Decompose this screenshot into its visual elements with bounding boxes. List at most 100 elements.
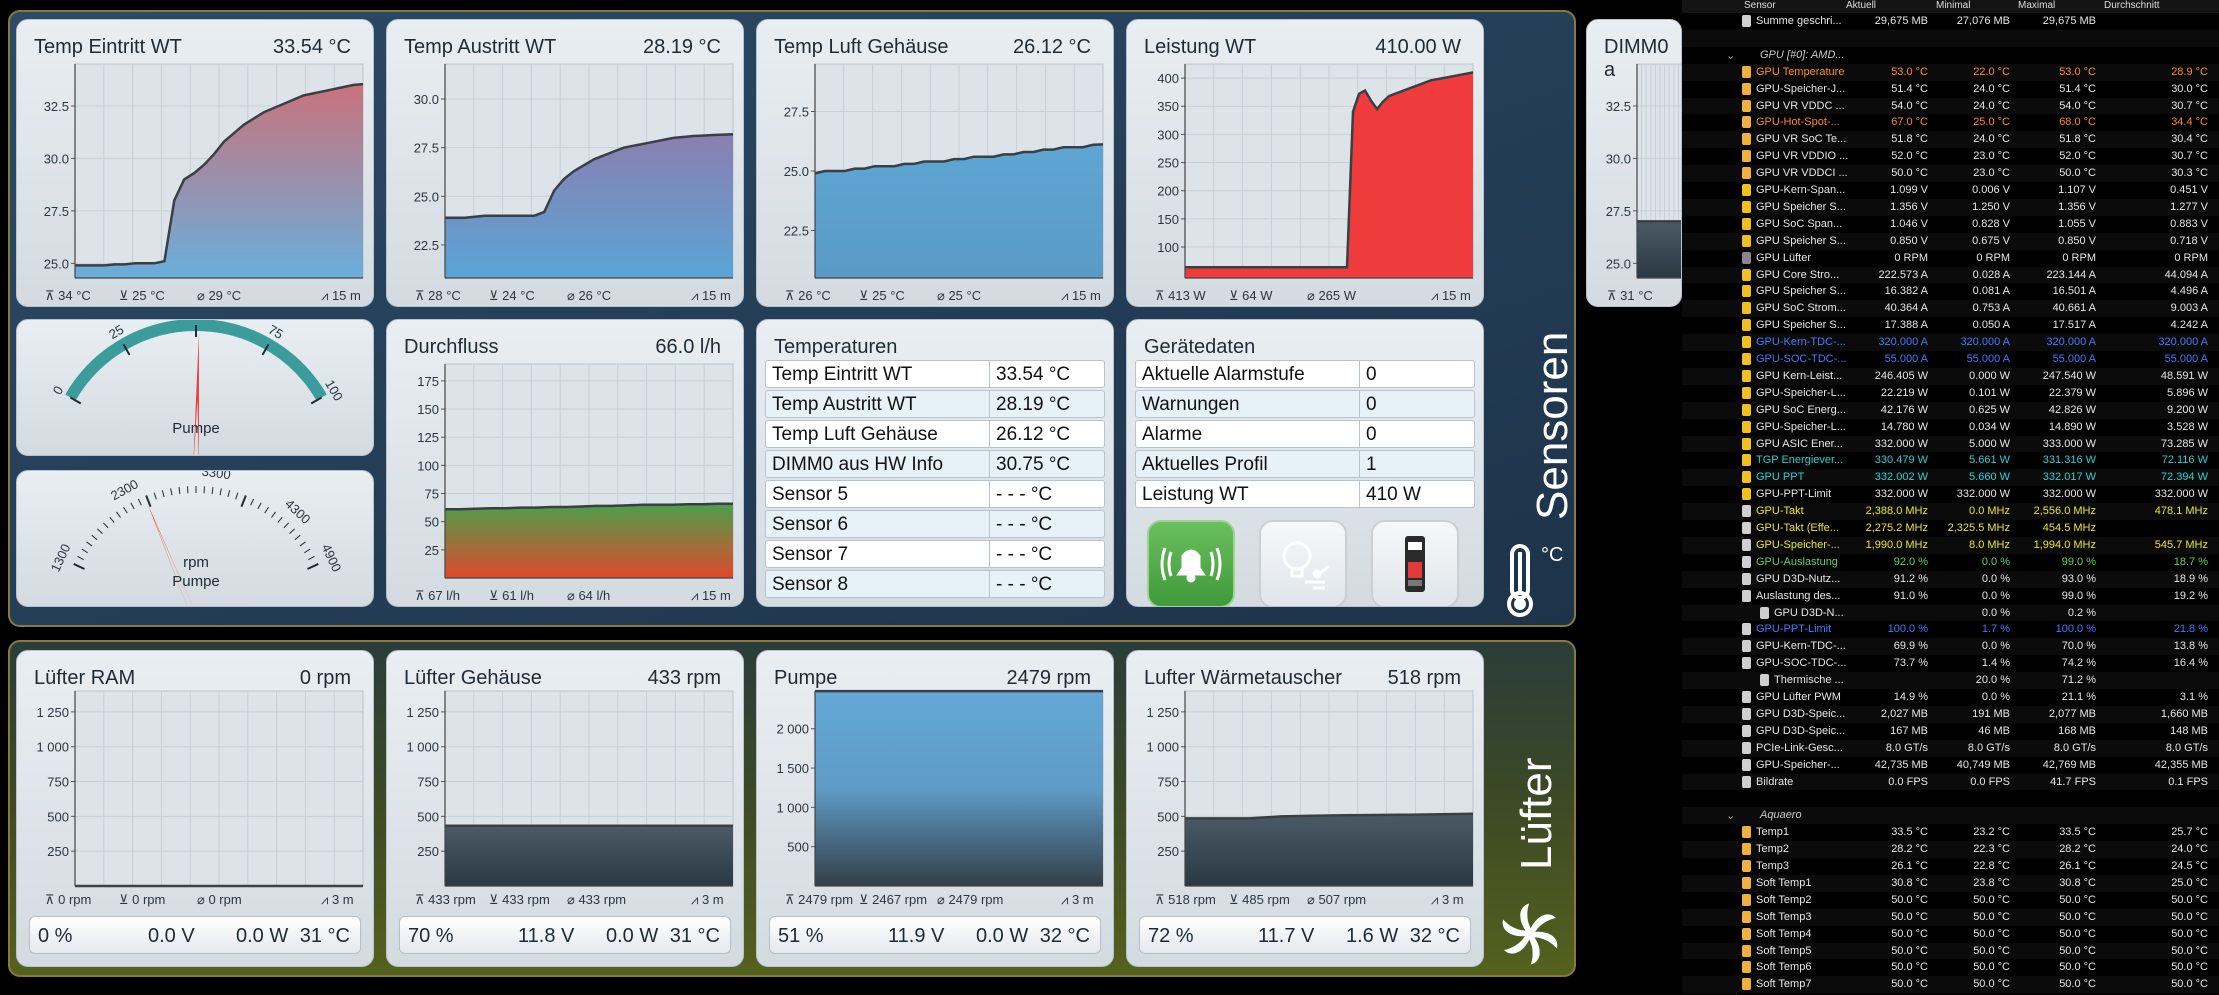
hwinfo-row[interactable]: GPU Speicher S... 16.382 A 0.081 A 16.501 A… [1682,283,2219,301]
hwinfo-value: 54.0 °C [1891,99,1928,112]
series-line [1185,71,1474,269]
hwinfo-row[interactable]: GPU D3D-Nutz... 91.2 % 0.0 % 93.0 % 18.9 % [1682,570,2219,588]
stat-label: ⊼ 26 °C [785,288,831,303]
hwinfo-row[interactable]: Temp3 26.1 °C 22.8 °C 26.1 °C 24.5 °C [1682,858,2219,875]
hwinfo-row[interactable]: GPU-Hot-Spot-... 67.0 °C 25.0 °C 68.0 °C 34.… [1682,114,2219,132]
hwinfo-row[interactable]: ⌄ GPU [#0]: AMD... [1682,46,2219,64]
hwinfo-row[interactable]: Temp2 28.2 °C 22.3 °C 28.2 °C 24.0 °C [1682,841,2219,859]
tile-pump[interactable]: Pumpe 2479 rpm 2 000 1 500 1 000 500 ⊼ 2479 … [756,650,1114,967]
hwinfo-value: 222.573 A [1878,268,1928,281]
hwinfo-row[interactable]: GPU Speicher S... 1.356 V 1.250 V 1.356 V 1.… [1682,198,2219,216]
light-button[interactable] [1259,520,1347,606]
hwinfo-row[interactable]: GPU Core Stro... 222.573 A 0.028 A 223.144 … [1682,266,2219,284]
tile-flow[interactable]: Durchfluss 66.0 l/h 175 150 125 100 75 50 25 ⊼ … [386,319,744,607]
hwinfo-sensor-name: GPU VR VDDIO ... [1756,150,1849,163]
hwinfo-row[interactable]: GPU ASIC Ener... 332.000 W 5.000 W 333.000 … [1682,435,2219,453]
hwinfo-row[interactable]: GPU-Kern-TDC-... 320.000 A 320.000 A 320.00… [1682,334,2219,352]
hwinfo-row[interactable]: GPU-SOC-TDC-... 73.7 % 1.4 % 74.2 % 16.4 % [1682,655,2219,673]
hwinfo-row[interactable]: Thermische ... 20.0 % 71.2 % [1682,672,2219,690]
tile-fan-case[interactable]: Lüfter Gehäuse 433 rpm 1 250 1 000 750 500 2… [386,650,744,967]
hwinfo-row[interactable]: GPU-SOC-TDC-... 55.000 A 55.000 A 55.000 A 5… [1682,351,2219,368]
hwinfo-row[interactable] [1682,790,2219,808]
hwinfo-row[interactable]: GPU-Auslastung 92.0 % 0.0 % 99.0 % 18.7 % [1682,553,2219,571]
tile-temp-case-air[interactable]: Temp Luft Gehäuse 26.12 °C 27.5 25.0 22.5 ⊼… [756,19,1114,307]
hwinfo-row[interactable]: GPU VR VDDIO ... 52.0 °C 23.0 °C 52.0 °C 30.… [1682,148,2219,166]
hwinfo-row[interactable]: TGP Energiever... 330.479 W 5.661 W 331.316… [1682,452,2219,470]
tile-fan-ram[interactable]: Lüfter RAM 0 rpm 1 250 1 000 750 500 250 ⊼ 0 … [16,650,374,967]
hwinfo-row[interactable]: ⌄ Aquaero [1682,807,2219,825]
hwinfo-value: 1.4 % [1981,657,2010,670]
hwinfo-column-header[interactable]: Minimal [1936,0,1971,11]
fan-temp: 31 °C [669,925,720,947]
hwinfo-value: 22.379 W [2048,386,2096,399]
hwinfo-row[interactable]: GPU-Speicher-L... 14.780 W 0.034 W 14.890 W… [1682,418,2219,436]
sensor-clock-icon [1742,775,1751,788]
hwinfo-row[interactable]: GPU D3D-Speic... 2,027 MB 191 MB 2,077 MB 1,… [1682,705,2219,723]
hwinfo-row[interactable]: PCIe-Link-Gesc... 8.0 GT/s 8.0 GT/s 8.0 GT/… [1682,739,2219,757]
hwinfo-row[interactable]: GPU VR VDDC ... 54.0 °C 24.0 °C 54.0 °C 30.7… [1682,97,2219,115]
hwinfo-row[interactable] [1682,29,2219,47]
tile-temp-inlet[interactable]: Temp Eintritt WT 33.54 °C 32.5 30.0 27.5 25… [16,19,374,307]
hwinfo-value: 247.540 W [2042,369,2096,382]
hwinfo-row[interactable]: Bildrate 0.0 FPS 0.0 FPS 41.7 FPS 0.1 FPS [1682,773,2219,791]
hwinfo-row[interactable]: Soft Temp3 50.0 °C 50.0 °C 50.0 °C 50.0 °C [1682,908,2219,926]
hwinfo-row[interactable]: GPU-Takt (Effe... 2,275.2 MHz 2,325.5 MHz 4… [1682,520,2219,537]
hwinfo-value: 50.0 °C [1891,167,1928,180]
hwinfo-row[interactable]: GPU Lüfter 0 RPM 0 RPM 0 RPM 0 RPM [1682,249,2219,267]
hwinfo-row[interactable]: Auslastung des... 91.0 % 0.0 % 99.0 % 19.2 % [1682,587,2219,605]
hwinfo-row[interactable]: Soft Temp6 50.0 °C 50.0 °C 50.0 °C 50.0 °C [1682,959,2219,977]
hwinfo-row[interactable]: GPU Kern-Leist... 246.405 W 0.000 W 247.540… [1682,367,2219,385]
hwinfo-row[interactable]: GPU-Speicher-... 42,735 MB 40,749 MB 42,769… [1682,756,2219,774]
hwinfo-row[interactable]: Soft Temp4 50.0 °C 50.0 °C 50.0 °C 50.0 °C [1682,925,2219,943]
alarm-button[interactable] [1147,520,1235,606]
collapse-icon[interactable]: ⌄ [1726,810,1736,823]
hwinfo-row[interactable]: Soft Temp1 30.8 °C 23.8 °C 30.8 °C 25.0 °C [1682,874,2219,892]
hwinfo-row[interactable]: GPU-Kern-TDC-... 69.9 % 0.0 % 70.0 % 13.8 % [1682,638,2219,656]
tile-power[interactable]: Leistung WT 410.00 W 400 350 300 250 200 150 1… [1126,19,1484,307]
hwinfo-row[interactable]: Soft Temp5 50.0 °C 50.0 °C 50.0 °C 50.0 °C [1682,942,2219,960]
hwinfo-row[interactable]: GPU VR SoC Te... 51.8 °C 24.0 °C 51.8 °C 30.… [1682,131,2219,149]
hwinfo-row[interactable]: GPU-Kern-Span... 1.099 V 0.006 V 1.107 V 0.4… [1682,182,2219,199]
stat-label: ⊻ 0 rpm [119,892,165,907]
hwinfo-value: 9.003 A [2170,302,2208,315]
hwinfo-row[interactable]: GPU-Speicher-J... 51.4 °C 24.0 °C 51.4 °C 30… [1682,80,2219,98]
tile-dimm0[interactable]: DIMM0 a 32.5 30.0 27.5 25.0 ⊼ 31 °C [1586,19,1682,307]
hwinfo-row[interactable]: GPU VR VDDCI ... 50.0 °C 23.0 °C 50.0 °C 30.… [1682,165,2219,183]
hwinfo-row[interactable]: GPU-Speicher-L... 22.219 W 0.101 W 22.379 W… [1682,384,2219,402]
hwinfo-value: 42,769 MB [2042,758,2096,771]
hwinfo-row[interactable]: GPU Speicher S... 0.850 V 0.675 V 0.850 V 0.… [1682,232,2219,250]
hwinfo-row[interactable]: GPU SoC Strom... 40.364 A 0.753 A 40.661 A 9… [1682,300,2219,318]
hwinfo-row[interactable]: GPU D3D-N... 0.0 % 0.2 % [1682,604,2219,622]
sensor-clock-icon [1742,505,1751,518]
stat-label: ⩘ 3 m [1431,892,1464,907]
hwinfo-row[interactable]: GPU SoC Energ... 42.176 W 0.625 W 42.826 W 9… [1682,401,2219,419]
hwinfo-value: 72.394 W [2160,471,2208,484]
hwinfo-row[interactable]: GPU SoC Span... 1.046 V 0.828 V 1.055 V 0.88… [1682,215,2219,233]
collapse-icon[interactable]: ⌄ [1726,49,1736,62]
hwinfo-row[interactable]: GPU-Speicher-... 1,990.0 MHz 8.0 MHz 1,994.… [1682,536,2219,554]
hwinfo-row[interactable]: GPU PPT 332.002 W 5.660 W 332.017 W 72.394 W [1682,469,2219,487]
hwinfo-row[interactable]: GPU Lüfter PWM 14.9 % 0.0 % 21.1 % 3.1 % [1682,689,2219,706]
hwinfo-row[interactable]: Temp1 33.5 °C 23.2 °C 33.5 °C 25.7 °C [1682,824,2219,842]
hwinfo-column-header[interactable]: Aktuell [1846,0,1877,11]
hwinfo-value: 0 RPM [2062,251,2096,264]
gauge-pump-rpm[interactable]: 1300 2300 3300 4300 4900 rpm Pumpe [16,470,374,607]
hwinfo-row[interactable]: Soft Temp2 50.0 °C 50.0 °C 50.0 °C 50.0 °C [1682,891,2219,909]
tile-fan-heat-exchanger[interactable]: Lufter Wärmetauscher 518 rpm 1 250 1 000 7… [1126,650,1484,967]
hwinfo-row[interactable]: GPU-Takt 2,388.0 MHz 0.0 MHz 2,556.0 MHz 478… [1682,503,2219,521]
hwinfo-column-header[interactable]: Maximal [2018,0,2056,11]
device-button[interactable] [1371,520,1459,606]
hwinfo-row[interactable]: GPU-PPT-Limit 332.000 W 332.000 W 332.000 W… [1682,486,2219,504]
tile-temp-outlet[interactable]: Temp Austritt WT 28.19 °C 30.0 27.5 25.0 22… [386,19,744,307]
hwinfo-row[interactable]: Soft Temp7 50.0 °C 50.0 °C 50.0 °C 50.0 °C [1682,976,2219,994]
hwinfo-column-header[interactable]: Sensor [1744,0,1776,11]
hwinfo-row[interactable]: GPU Speicher S... 17.388 A 0.050 A 17.517 A… [1682,317,2219,335]
series-line [445,502,733,511]
gauge-pump-percent[interactable]: 0255075100Pumpe [16,319,374,456]
hwinfo-column-header[interactable]: Durchschnitt [2104,0,2160,11]
hwinfo-row[interactable]: GPU-PPT-Limit 100.0 % 1.7 % 100.0 % 21.8 % [1682,621,2219,639]
stat-label: ⊻ 24 °C [489,288,535,303]
hwinfo-row[interactable]: Summe geschri... 29,675 MB 27,076 MB 29,675… [1682,13,2219,30]
hwinfo-row[interactable]: GPU D3D-Speic... 167 MB 46 MB 168 MB 148 MB [1682,722,2219,740]
hwinfo-row[interactable]: GPU Temperature 53.0 °C 22.0 °C 53.0 °C 28.9… [1682,63,2219,81]
